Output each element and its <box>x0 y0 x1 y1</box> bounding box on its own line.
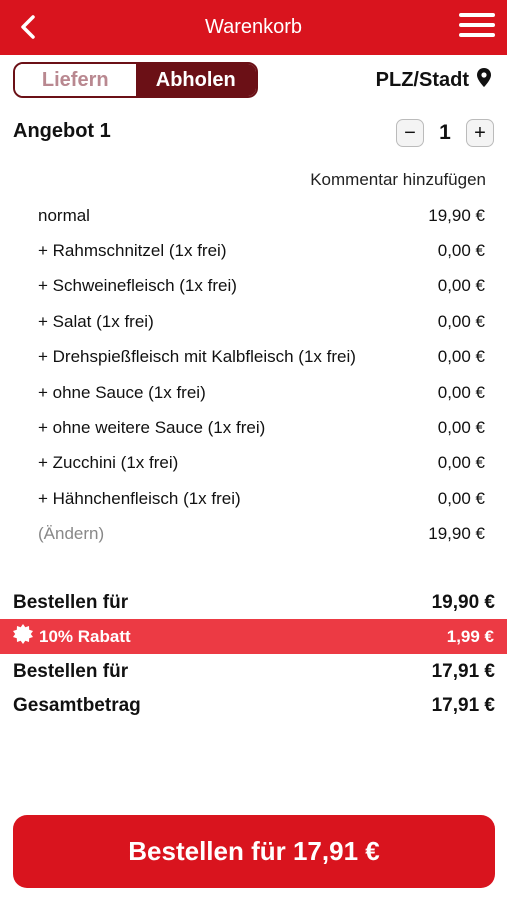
item-label: normal <box>38 205 90 225</box>
increase-quantity-button[interactable]: + <box>466 119 494 147</box>
location-label: PLZ/Stadt <box>375 68 469 91</box>
discount-label: 10% Rabatt <box>39 626 131 646</box>
list-item: + Zucchini (1x frei) 0,00 € <box>38 446 485 481</box>
chevron-left-icon <box>21 15 35 39</box>
tab-abholen[interactable]: Abholen <box>135 64 256 96</box>
discount-badge-icon <box>13 624 33 649</box>
edit-offer-link[interactable]: (Ändern) <box>38 524 105 544</box>
item-price: 0,00 € <box>437 347 485 367</box>
tab-liefern[interactable]: Liefern <box>15 64 136 96</box>
item-price: 0,00 € <box>437 276 485 296</box>
discounted-subtotal-value: 17,91 € <box>431 661 495 682</box>
location-pin-icon <box>477 67 491 93</box>
item-price: 0,00 € <box>437 418 485 438</box>
list-item: + Salat (1x frei) 0,00 € <box>38 304 485 339</box>
decrease-quantity-button[interactable]: − <box>396 119 424 147</box>
item-label: + ohne Sauce (1x frei) <box>38 382 206 402</box>
list-item: + Hähnchenfleisch (1x frei) 0,00 € <box>38 481 485 516</box>
list-item: normal 19,90 € <box>38 198 485 233</box>
subtotal-label: Bestellen für <box>13 592 129 613</box>
item-label: + Salat (1x frei) <box>38 311 154 331</box>
item-label: + Drehspießfleisch mit Kalbfleisch (1x f… <box>38 347 356 367</box>
list-item: + Schweinefleisch (1x frei) 0,00 € <box>38 269 485 304</box>
item-label: + Zucchini (1x frei) <box>38 453 179 473</box>
subtotal-row: Bestellen für 19,90 € <box>13 592 495 614</box>
quantity-stepper: − 1 + <box>396 119 494 147</box>
list-item: + Rahmschnitzel (1x frei) 0,00 € <box>38 233 485 268</box>
item-price: 0,00 € <box>437 453 485 473</box>
item-label: + ohne weitere Sauce (1x frei) <box>38 418 266 438</box>
quantity-value: 1 <box>439 121 451 144</box>
offer-total-price: 19,90 € <box>428 524 485 544</box>
location-selector[interactable]: PLZ/Stadt <box>376 66 491 94</box>
discount-value: 1,99 € <box>446 626 494 646</box>
list-item: + Drehspießfleisch mit Kalbfleisch (1x f… <box>38 340 485 375</box>
item-price: 0,00 € <box>437 488 485 508</box>
list-item: + ohne weitere Sauce (1x frei) 0,00 € <box>38 410 485 445</box>
item-price: 0,00 € <box>437 311 485 331</box>
subtotal-value: 19,90 € <box>431 592 495 613</box>
menu-button[interactable] <box>459 13 495 41</box>
total-label: Gesamtbetrag <box>13 695 141 716</box>
add-comment-link[interactable]: Kommentar hinzufügen <box>310 170 486 189</box>
edit-offer-row: (Ändern) 19,90 € <box>38 517 485 552</box>
discounted-subtotal-row: Bestellen für 17,91 € <box>13 661 495 683</box>
total-row: Gesamtbetrag 17,91 € <box>13 695 495 717</box>
place-order-button[interactable]: Bestellen für 17,91 € <box>13 815 495 888</box>
top-app-bar: Warenkorb <box>0 0 507 55</box>
hamburger-menu-icon <box>459 13 495 37</box>
offer-item-list: normal 19,90 € + Rahmschnitzel (1x frei)… <box>38 198 485 552</box>
discounted-subtotal-label: Bestellen für <box>13 661 129 682</box>
total-value: 17,91 € <box>431 695 495 716</box>
item-price: 19,90 € <box>428 205 485 225</box>
delivery-mode-toggle: Liefern Abholen <box>13 62 258 98</box>
item-label: + Rahmschnitzel (1x frei) <box>38 241 227 261</box>
item-label: + Schweinefleisch (1x frei) <box>38 276 237 296</box>
page-title: Warenkorb <box>204 16 303 38</box>
item-price: 0,00 € <box>437 382 485 402</box>
item-price: 0,00 € <box>437 241 485 261</box>
list-item: + ohne Sauce (1x frei) 0,00 € <box>38 375 485 410</box>
discount-row: 10% Rabatt 1,99 € <box>0 619 507 654</box>
item-label: + Hähnchenfleisch (1x frei) <box>38 488 241 508</box>
offer-title: Angebot 1 <box>13 120 111 142</box>
back-button[interactable] <box>14 13 42 41</box>
